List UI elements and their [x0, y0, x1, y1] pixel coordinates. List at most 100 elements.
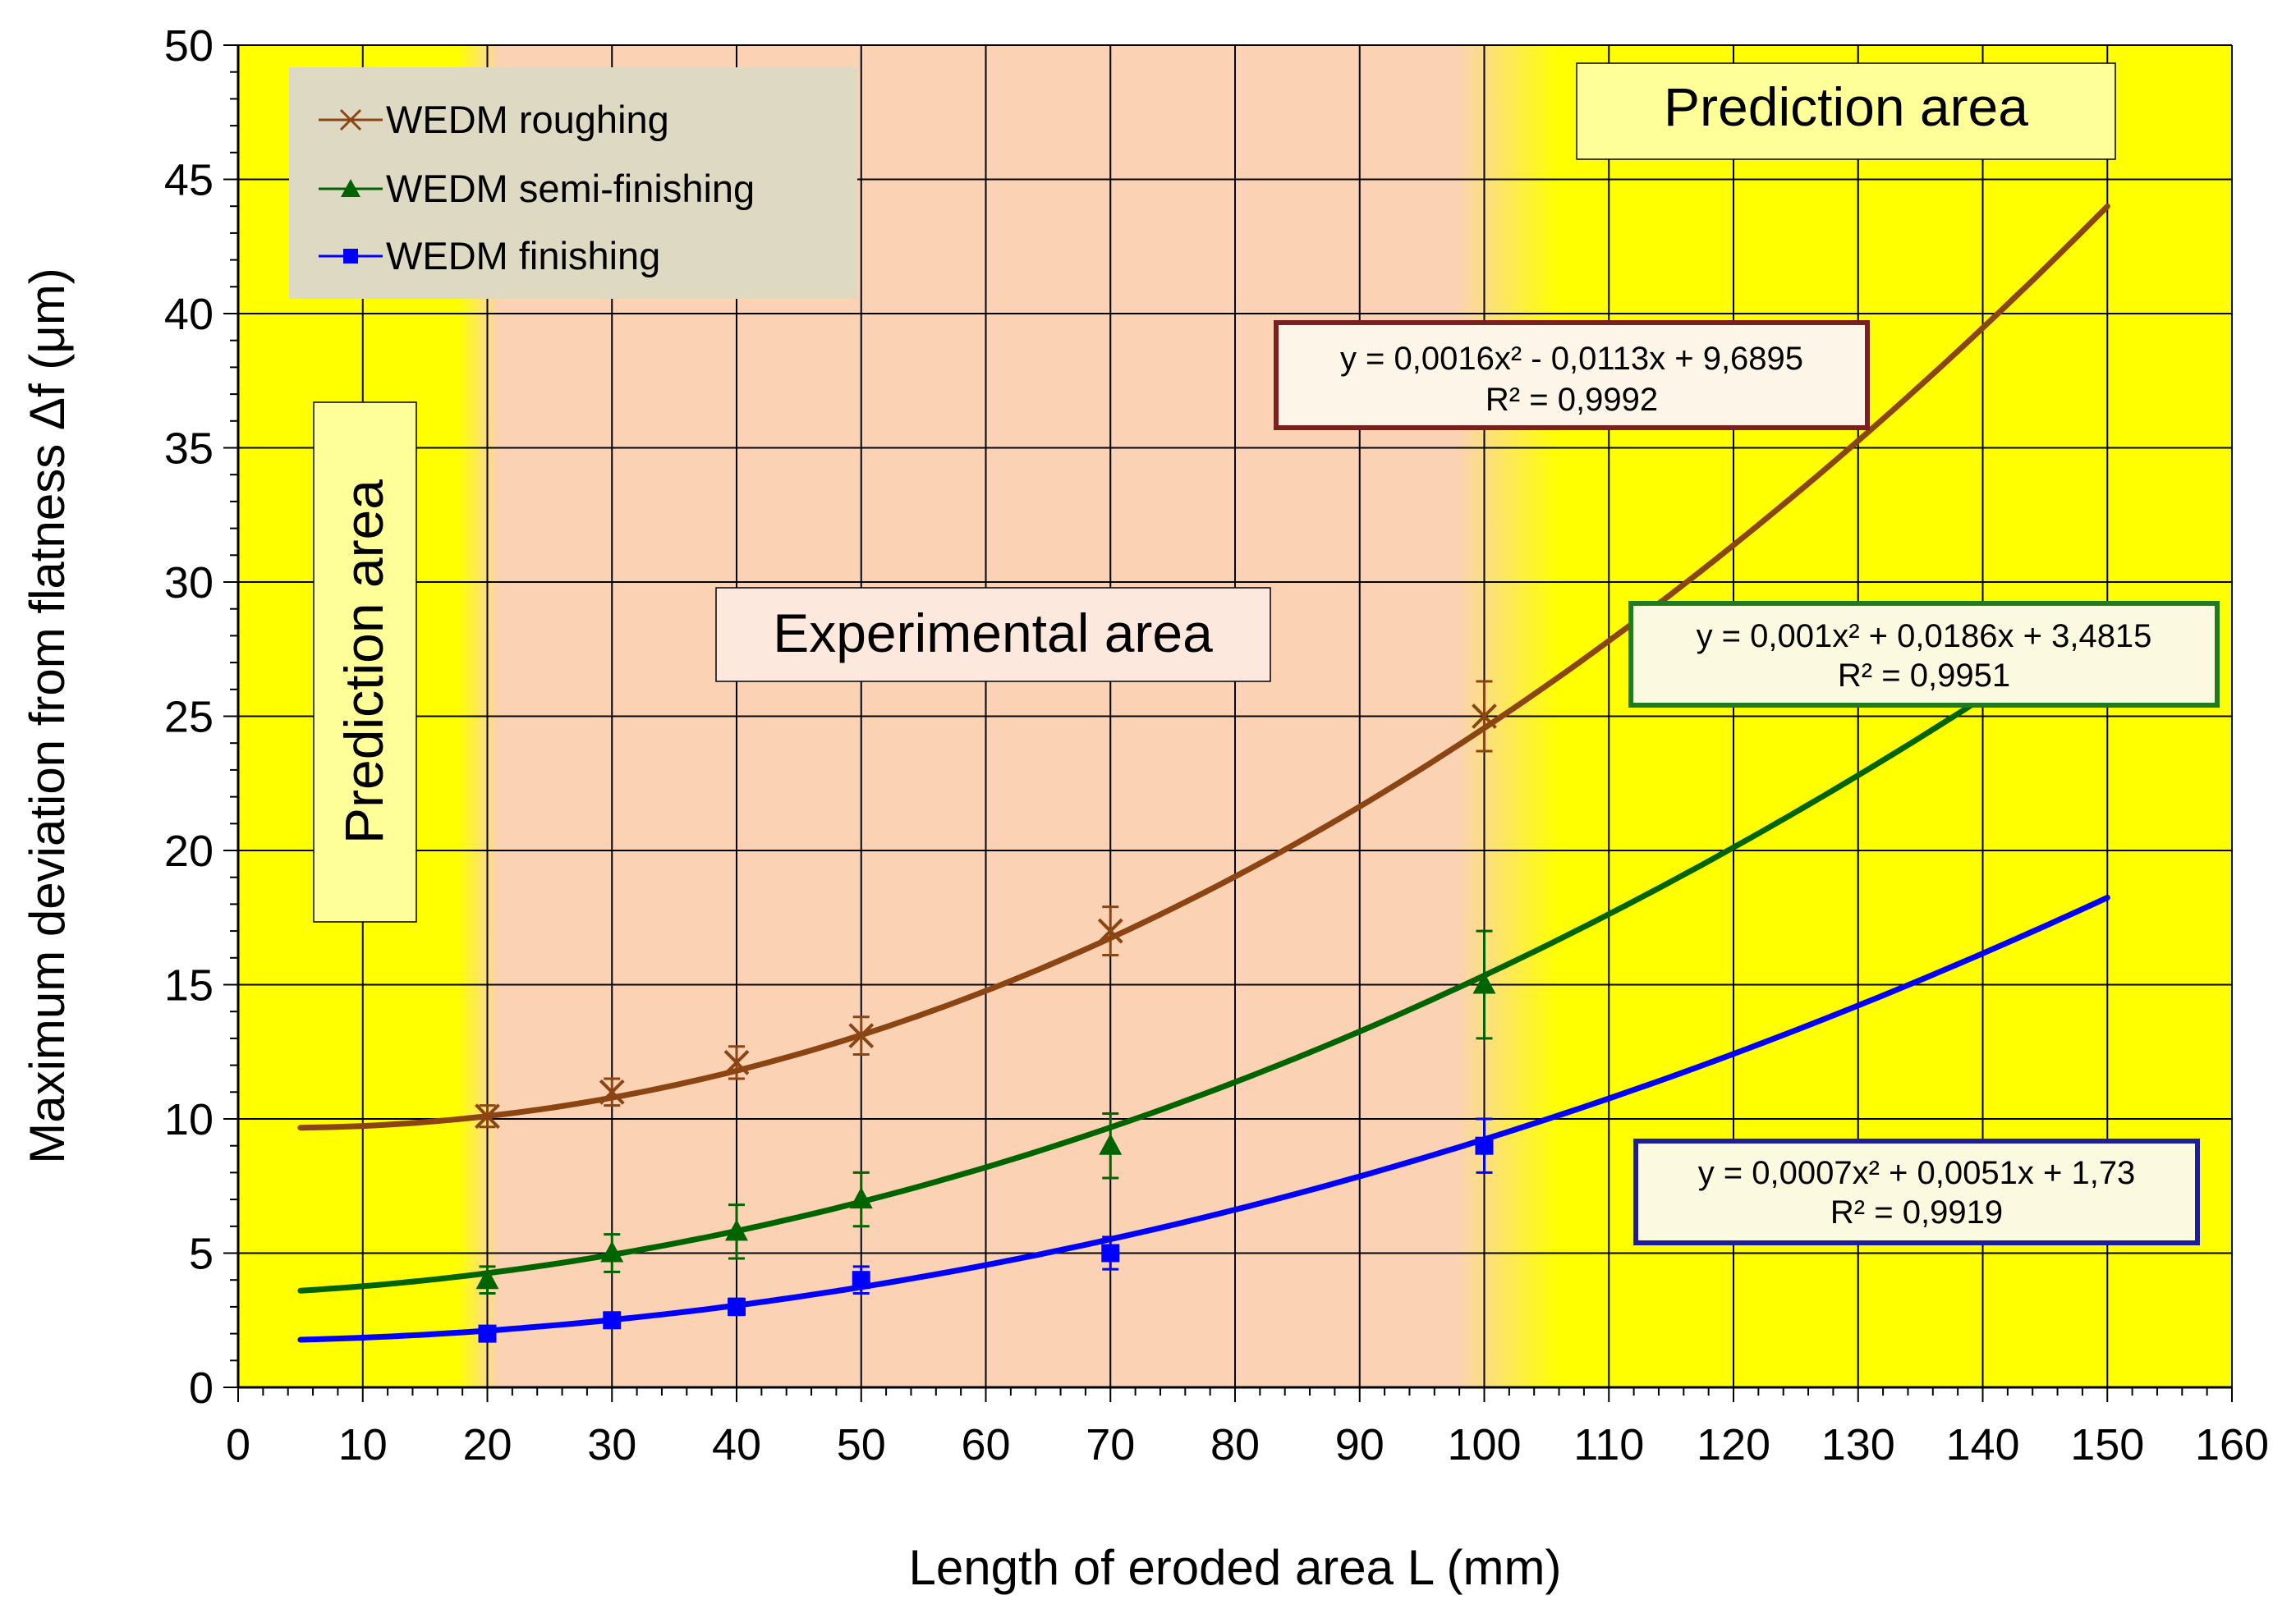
- data-point: [848, 1015, 875, 1057]
- equation-box-roughing: y = 0,0016x² - 0,0113x + 9,6895 R² = 0,9…: [1274, 320, 1870, 430]
- r2-roughing: R² = 0,9992: [1486, 382, 1658, 418]
- data-point: [725, 1203, 748, 1260]
- square-marker: [852, 1271, 870, 1290]
- x-tick-label: 50: [837, 1420, 886, 1469]
- y-tick-label: 20: [164, 827, 214, 876]
- x-tick-label: 110: [1573, 1420, 1644, 1469]
- x-tick-label: 150: [2070, 1420, 2144, 1469]
- y-tick-label: 30: [164, 558, 214, 607]
- legend-label-finishing: WEDM finishing: [386, 234, 660, 277]
- square-marker-icon: [343, 249, 358, 264]
- x-tick-label: 120: [1697, 1420, 1770, 1469]
- x-marker-icon: [339, 108, 362, 131]
- y-axis-title: Maximum deviation from flatness Δf (μm): [20, 268, 75, 1164]
- square-marker: [603, 1311, 622, 1330]
- y-tick-labels: 0 5 10 15 20 25 30 35 40 45 50: [164, 21, 214, 1413]
- data-point: [1472, 680, 1497, 753]
- data-point: [478, 1324, 497, 1343]
- triangle-marker: [849, 1187, 873, 1209]
- data-point: [475, 1103, 500, 1130]
- region-label-left-text: Prediction area: [333, 479, 394, 844]
- y-tick-label: 0: [189, 1364, 214, 1413]
- data-point: [599, 1077, 625, 1107]
- y-tick-label: 15: [164, 961, 214, 1011]
- fit-curves: [297, 203, 2110, 1343]
- x-tick-label: 0: [226, 1420, 250, 1469]
- x-tick-label: 70: [1086, 1420, 1135, 1469]
- data-point: [600, 1233, 624, 1273]
- equation-finishing: y = 0,0007x² + 0,0051x + 1,73: [1698, 1155, 2136, 1191]
- legend-label-roughing: WEDM roughing: [386, 98, 669, 141]
- data-point: [475, 1265, 499, 1295]
- square-marker: [1475, 1136, 1494, 1155]
- x-tick-label: 20: [462, 1420, 512, 1469]
- x-tick-labels: 0 10 20 30 40 50 60 70 80 90 100 110 120 130 140 150 160: [226, 1420, 2269, 1469]
- triangle-marker: [475, 1267, 499, 1290]
- data-point: [728, 1297, 746, 1317]
- equation-box-semi-finishing: y = 0,001x² + 0,0186x + 3,4815 R² = 0,99…: [1628, 601, 2220, 708]
- x-tick-label: 140: [1945, 1420, 2019, 1469]
- equation-semi-finishing: y = 0,001x² + 0,0186x + 3,4815: [1697, 618, 2152, 654]
- square-marker: [478, 1324, 497, 1343]
- region-label-right: Prediction area: [1576, 62, 2116, 160]
- triangle-marker: [600, 1240, 624, 1263]
- equation-box-finishing: y = 0,0007x² + 0,0051x + 1,73 R² = 0,991…: [1633, 1139, 2200, 1245]
- data-point: [849, 1171, 873, 1228]
- region-label-left: Prediction area: [313, 401, 417, 923]
- x-marker: [1097, 918, 1123, 944]
- y-tick-label: 35: [164, 424, 214, 474]
- r2-finishing: R² = 0,9919: [1830, 1194, 2003, 1231]
- data-point: [1097, 905, 1123, 957]
- x-tick-label: 40: [712, 1420, 761, 1469]
- region-label-experimental-text: Experimental area: [773, 603, 1213, 663]
- y-tick-label: 10: [164, 1095, 214, 1144]
- legend-box: [289, 67, 857, 299]
- legend-label-semi-finishing: WEDM semi-finishing: [386, 167, 755, 210]
- triangle-marker: [1472, 972, 1496, 994]
- x-tick-label: 100: [1447, 1420, 1521, 1469]
- data-point: [723, 1045, 750, 1080]
- region-label-experimental: Experimental area: [715, 587, 1271, 682]
- x-tick-label: 10: [338, 1420, 388, 1469]
- square-marker: [728, 1297, 746, 1316]
- data-point: [1472, 929, 1496, 1040]
- fit-curve-1: [297, 612, 2110, 1294]
- r2-semi-finishing: R² = 0,9951: [1838, 658, 2010, 694]
- fit-curve-2: [297, 894, 2110, 1343]
- x-marker: [723, 1049, 750, 1075]
- x-marker: [848, 1023, 875, 1049]
- x-axis-title: Length of eroded area L (mm): [909, 1540, 1562, 1595]
- axes: [223, 44, 2233, 1402]
- x-marker: [1472, 704, 1497, 729]
- x-tick-label: 30: [587, 1420, 636, 1469]
- data-point: [1101, 1235, 1120, 1271]
- triangle-marker-icon: [341, 179, 360, 197]
- x-tick-label: 90: [1335, 1420, 1384, 1469]
- y-tick-label: 50: [164, 21, 214, 71]
- y-tick-label: 40: [164, 290, 214, 339]
- data-point: [1099, 1112, 1123, 1180]
- x-marker: [475, 1103, 500, 1130]
- legend: WEDM roughing WEDM semi-finishing WEDM f…: [289, 67, 857, 299]
- data-point: [1475, 1117, 1494, 1174]
- legend-item-roughing: WEDM roughing: [319, 98, 669, 141]
- triangle-marker: [1099, 1133, 1123, 1155]
- equation-roughing: y = 0,0016x² - 0,0113x + 9,6895: [1340, 341, 1803, 377]
- x-tick-label: 130: [1821, 1420, 1895, 1469]
- data-points: [475, 680, 1497, 1343]
- y-tick-label: 25: [164, 693, 214, 742]
- region-label-right-text: Prediction area: [1664, 76, 2028, 137]
- y-tick-label: 5: [189, 1230, 214, 1279]
- legend-item-semi-finishing: WEDM semi-finishing: [319, 167, 755, 210]
- x-tick-label: 160: [2195, 1420, 2269, 1469]
- triangle-marker: [725, 1219, 748, 1241]
- x-tick-label: 60: [961, 1420, 1010, 1469]
- fit-curve-0: [297, 203, 2110, 1131]
- x-tick-label: 80: [1210, 1420, 1260, 1469]
- data-point: [603, 1311, 622, 1330]
- square-marker: [1101, 1244, 1120, 1263]
- data-point: [852, 1265, 870, 1295]
- x-marker: [599, 1079, 625, 1105]
- y-tick-label: 45: [164, 156, 214, 205]
